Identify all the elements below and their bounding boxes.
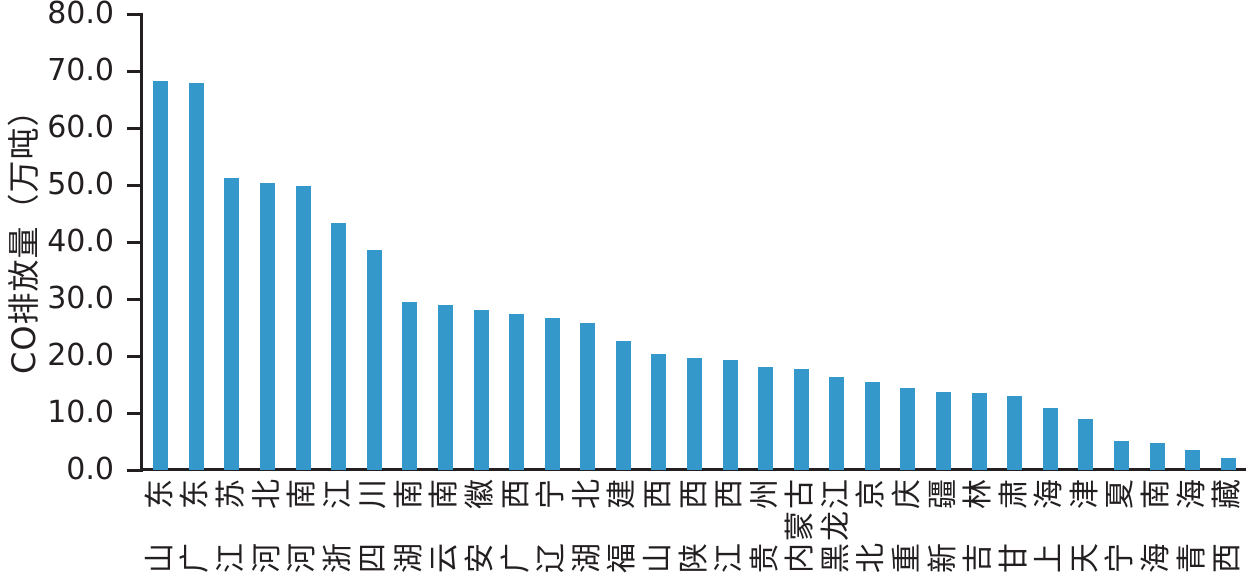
bar — [188, 82, 204, 470]
y-tick-label: 80.0 — [47, 0, 114, 31]
x-tick-label: 新 疆 — [925, 477, 961, 573]
bar — [402, 302, 418, 470]
x-tick-label: 贵 州 — [747, 477, 783, 573]
bar — [687, 358, 702, 470]
bar — [544, 317, 560, 470]
y-tick-mark — [127, 468, 143, 472]
y-tick-label: 50.0 — [47, 167, 114, 202]
bar — [971, 393, 987, 470]
y-tick-mark — [127, 183, 143, 187]
bar — [509, 313, 525, 470]
x-tick-label: 重 庆 — [889, 477, 925, 573]
bar — [1042, 407, 1058, 470]
x-tick-label: 广 东 — [178, 477, 214, 573]
x-tick-label: 四 川 — [356, 477, 392, 573]
bar — [936, 391, 952, 470]
bar — [829, 377, 845, 470]
bar — [1113, 440, 1129, 470]
bar — [295, 186, 311, 470]
x-tick-label: 黑龙江 — [818, 477, 854, 573]
x-tick-label: 山 东 — [142, 477, 178, 573]
x-tick-label: 云 南 — [427, 477, 463, 573]
bar — [437, 305, 453, 470]
bar — [1078, 419, 1094, 470]
x-tick-label: 湖 南 — [391, 477, 427, 573]
bar — [1185, 450, 1201, 470]
bar — [473, 309, 489, 470]
y-tick-label: 30.0 — [47, 281, 114, 316]
x-tick-label: 北 京 — [854, 477, 890, 573]
x-tick-label: 青 海 — [1174, 477, 1210, 573]
bar — [758, 367, 774, 470]
x-tick-label: 河 北 — [249, 477, 285, 573]
x-tick-label: 陕 西 — [676, 477, 712, 573]
x-tick-label: 西 藏 — [1210, 477, 1246, 573]
bar — [260, 183, 276, 470]
y-tick-mark — [127, 297, 143, 301]
y-tick-mark — [127, 126, 143, 130]
x-tick-label: 吉 林 — [961, 477, 997, 573]
x-tick-label: 江 西 — [712, 477, 748, 573]
x-tick-label: 安 徽 — [463, 477, 499, 573]
x-tick-label: 湖 北 — [569, 477, 605, 573]
y-tick-mark — [127, 354, 143, 358]
bar — [864, 382, 880, 470]
bar — [580, 322, 596, 470]
x-tick-label: 山 西 — [640, 477, 676, 573]
y-tick-label: 60.0 — [47, 110, 114, 145]
bar — [651, 353, 667, 470]
y-tick-label: 10.0 — [47, 395, 114, 430]
bar — [1220, 458, 1236, 470]
y-tick-mark — [127, 411, 143, 415]
bar — [1007, 395, 1023, 470]
x-tick-label: 甘 肃 — [996, 477, 1032, 573]
y-tick-label: 0.0 — [66, 452, 114, 487]
x-tick-label: 浙 江 — [320, 477, 356, 573]
x-tick-label: 辽 宁 — [534, 477, 570, 573]
x-tick-label: 内蒙古 — [783, 477, 819, 573]
x-tick-label: 广 西 — [498, 477, 534, 573]
bar — [153, 80, 169, 470]
bar — [1149, 443, 1165, 470]
bar — [900, 388, 916, 470]
x-tick-label: 江 苏 — [213, 477, 249, 573]
y-tick-mark — [127, 240, 143, 244]
x-tick-label: 福 建 — [605, 477, 641, 573]
bar — [615, 341, 631, 470]
y-tick-label: 20.0 — [47, 338, 114, 373]
bar — [722, 359, 738, 470]
x-tick-label: 河 南 — [285, 477, 321, 573]
x-tick-label: 上 海 — [1032, 477, 1068, 573]
x-tick-label: 海 南 — [1139, 477, 1175, 573]
x-tick-label: 天 津 — [1067, 477, 1103, 573]
bar — [331, 222, 347, 470]
bar — [224, 177, 240, 470]
y-tick-label: 40.0 — [47, 224, 114, 259]
y-tick-mark — [127, 69, 143, 73]
x-tick-label: 宁 夏 — [1103, 477, 1139, 573]
y-tick-mark — [127, 12, 143, 16]
bar — [793, 369, 809, 470]
y-tick-label: 70.0 — [47, 53, 114, 88]
bar — [366, 249, 382, 470]
